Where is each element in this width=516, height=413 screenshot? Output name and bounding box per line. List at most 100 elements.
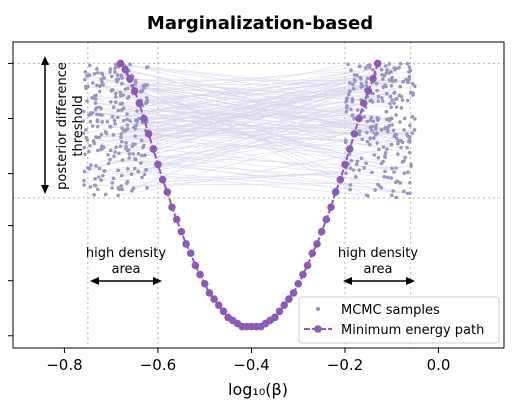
mcmc-sample-point: [128, 62, 132, 67]
mcmc-sample-point: [82, 169, 87, 174]
mcmc-sample-point: [365, 130, 369, 135]
mcmc-sample-point: [377, 147, 381, 152]
mcmc-sample-point: [142, 83, 147, 88]
mcmc-sample-point: [105, 119, 110, 124]
mcmc-sample-point: [137, 116, 141, 121]
connection-line: [118, 148, 388, 196]
mcmc-sample-point: [408, 134, 412, 139]
mcmc-sample-point: [405, 61, 410, 66]
minimum-energy-path-point: [285, 295, 293, 303]
mcmc-sample-point: [350, 99, 355, 104]
mcmc-sample-point: [130, 144, 135, 149]
mcmc-sample-point: [352, 116, 356, 121]
mcmc-sample-point: [88, 143, 92, 148]
mcmc-sample-point: [384, 91, 389, 96]
mcmc-sample-point: [97, 135, 101, 140]
mcmc-sample-point: [376, 156, 381, 160]
legend-marker-samples: [316, 307, 320, 311]
connection-line: [92, 112, 360, 135]
minimum-energy-path-point: [331, 188, 340, 196]
mcmc-sample-point: [83, 70, 88, 74]
high-density-right-annotation: high density area: [338, 246, 418, 285]
mcmc-sample-point: [386, 175, 390, 180]
mcmc-sample-point: [92, 192, 96, 197]
mcmc-sample-point: [363, 66, 368, 70]
mcmc-sample-point: [96, 148, 100, 153]
mcmc-sample-point: [96, 175, 101, 179]
mcmc-sample-point: [82, 178, 86, 183]
mcmc-sample-point: [131, 152, 136, 156]
mcmc-sample-point: [120, 126, 124, 130]
mcmc-sample-point: [398, 61, 403, 66]
annotation-area-left: area: [112, 262, 141, 277]
minimum-energy-path-point: [186, 249, 195, 257]
mcmc-sample-point: [112, 118, 117, 123]
connection-line: [126, 70, 347, 112]
connection-line: [84, 83, 377, 172]
mcmc-sample-point: [402, 128, 406, 132]
mcmc-sample-point: [95, 67, 99, 71]
mcmc-sample-point: [124, 141, 128, 145]
mcmc-sample-point: [407, 138, 412, 142]
mcmc-sample-point: [109, 74, 114, 79]
mcmc-sample-point: [81, 119, 86, 123]
mcmc-sample-point: [395, 179, 400, 183]
mcmc-sample-point: [133, 126, 138, 131]
plot-frame: [12, 41, 505, 349]
mcmc-sample-point: [142, 143, 146, 148]
mcmc-sample-point: [350, 97, 355, 101]
mcmc-sample-point: [136, 169, 140, 174]
annotation-posterior-difference: posterior difference: [55, 62, 70, 190]
mcmc-sample-point: [143, 101, 148, 106]
mcmc-sample-point: [345, 104, 349, 108]
mcmc-sample-point: [391, 189, 395, 193]
mcmc-sample-point: [114, 145, 118, 150]
mcmc-sample-point: [116, 168, 120, 173]
mcmc-sample-point: [397, 138, 402, 143]
mcmc-sample-point: [113, 66, 117, 70]
mcmc-sample-point: [140, 175, 144, 180]
mcmc-sample-point: [142, 172, 147, 177]
minimum-energy-path-point: [294, 279, 303, 288]
mcmc-sample-point: [344, 138, 348, 143]
mcmc-sample-point: [120, 76, 124, 80]
mcmc-sample-point: [350, 82, 355, 87]
mcmc-sample-point: [375, 115, 380, 120]
mcmc-sample-point: [111, 132, 116, 137]
minimum-energy-path-point: [359, 99, 368, 107]
threshold-annotation: posterior difference threshold: [41, 56, 86, 194]
mcmc-sample-point: [133, 142, 137, 146]
mcmc-sample-point: [411, 91, 415, 95]
mcmc-sample-point: [144, 65, 149, 70]
mcmc-sample-point: [109, 100, 113, 104]
mcmc-sample-point: [357, 129, 362, 133]
mcmc-sample-point: [95, 112, 99, 117]
mcmc-sample-point: [127, 156, 131, 160]
minimum-energy-path-point: [369, 74, 377, 83]
connection-line: [141, 90, 369, 197]
mcmc-sample-point: [389, 176, 394, 180]
minimum-energy-path-point: [275, 307, 284, 316]
minimum-energy-path-point: [355, 114, 363, 123]
mcmc-sample-point: [87, 149, 91, 154]
mcmc-sample-point: [345, 96, 350, 100]
mcmc-sample-point: [116, 108, 121, 113]
mcmc-sample-point: [391, 128, 396, 133]
mcmc-sample-point: [98, 84, 102, 89]
mcmc-sample-point: [380, 77, 385, 81]
mcmc-sample-point: [115, 115, 120, 120]
mcmc-sample-point: [120, 81, 124, 86]
threshold-arrow-head-down: [41, 185, 49, 194]
mcmc-sample-point: [92, 141, 97, 146]
mcmc-sample-point: [365, 139, 370, 144]
connection-line: [132, 146, 354, 171]
minimum-energy-path-point: [322, 215, 331, 224]
mcmc-sample-point: [400, 98, 405, 102]
mcmc-sample-point: [99, 147, 103, 152]
mcmc-sample-point: [99, 178, 103, 182]
mcmc-sample-point: [395, 136, 399, 141]
connection-line: [135, 159, 351, 191]
mcmc-sample-point: [84, 135, 89, 140]
mcmc-sample-point: [402, 159, 406, 163]
